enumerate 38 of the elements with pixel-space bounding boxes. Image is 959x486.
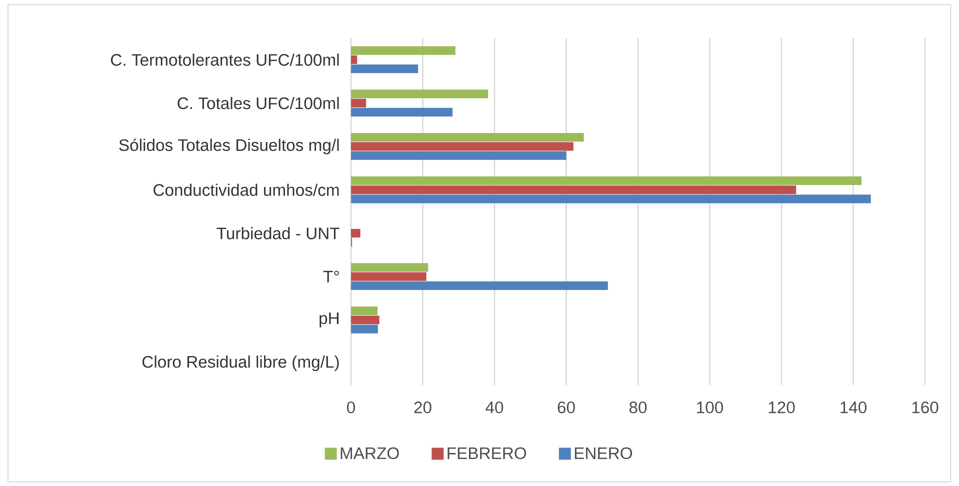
bar — [351, 132, 584, 142]
x-tick-label: 40 — [486, 402, 504, 414]
legend-label: MARZO — [340, 447, 399, 460]
bar — [351, 272, 426, 281]
bar — [351, 324, 378, 334]
x-tick-label: 80 — [629, 402, 647, 414]
bar — [351, 108, 453, 117]
bar — [351, 281, 608, 290]
y-tick-label: pH — [320, 312, 338, 328]
bar — [351, 228, 360, 238]
x-tick-label: 20 — [414, 402, 432, 414]
x-tick-label: 0 — [347, 402, 355, 414]
y-tick-label: Cloro Residual libre (mg/L) — [142, 356, 339, 372]
bar — [351, 46, 456, 55]
x-tick-label: 100 — [697, 402, 723, 414]
x-tick-label: 120 — [768, 402, 795, 414]
bar — [351, 64, 418, 74]
y-tick-label: Sólidos Totales Disueltos mg/l — [119, 138, 339, 154]
bar — [351, 306, 378, 316]
x-tick-label: 140 — [840, 402, 866, 414]
x-tick-label: 60 — [558, 402, 575, 414]
bar — [351, 194, 871, 204]
y-tick-label: C. Termotolerantes UFC/100ml — [110, 54, 339, 66]
y-tick-label: C. Totales UFC/100ml — [178, 96, 339, 110]
bar — [351, 316, 380, 324]
bar — [351, 185, 796, 194]
legend-label: ENERO — [574, 447, 632, 460]
bar — [351, 142, 574, 151]
bar — [351, 151, 566, 160]
x-tick-label: 160 — [912, 402, 938, 414]
bar — [351, 176, 862, 186]
legend-label: FEBRERO — [448, 447, 526, 460]
y-tick-label: Turbiedad - UNT — [216, 227, 340, 240]
y-tick-label: T° — [323, 270, 339, 282]
bar — [351, 90, 488, 98]
bar — [351, 263, 428, 272]
y-tick-label: Conductividad umhos/cm — [154, 184, 339, 196]
bar — [351, 98, 366, 108]
